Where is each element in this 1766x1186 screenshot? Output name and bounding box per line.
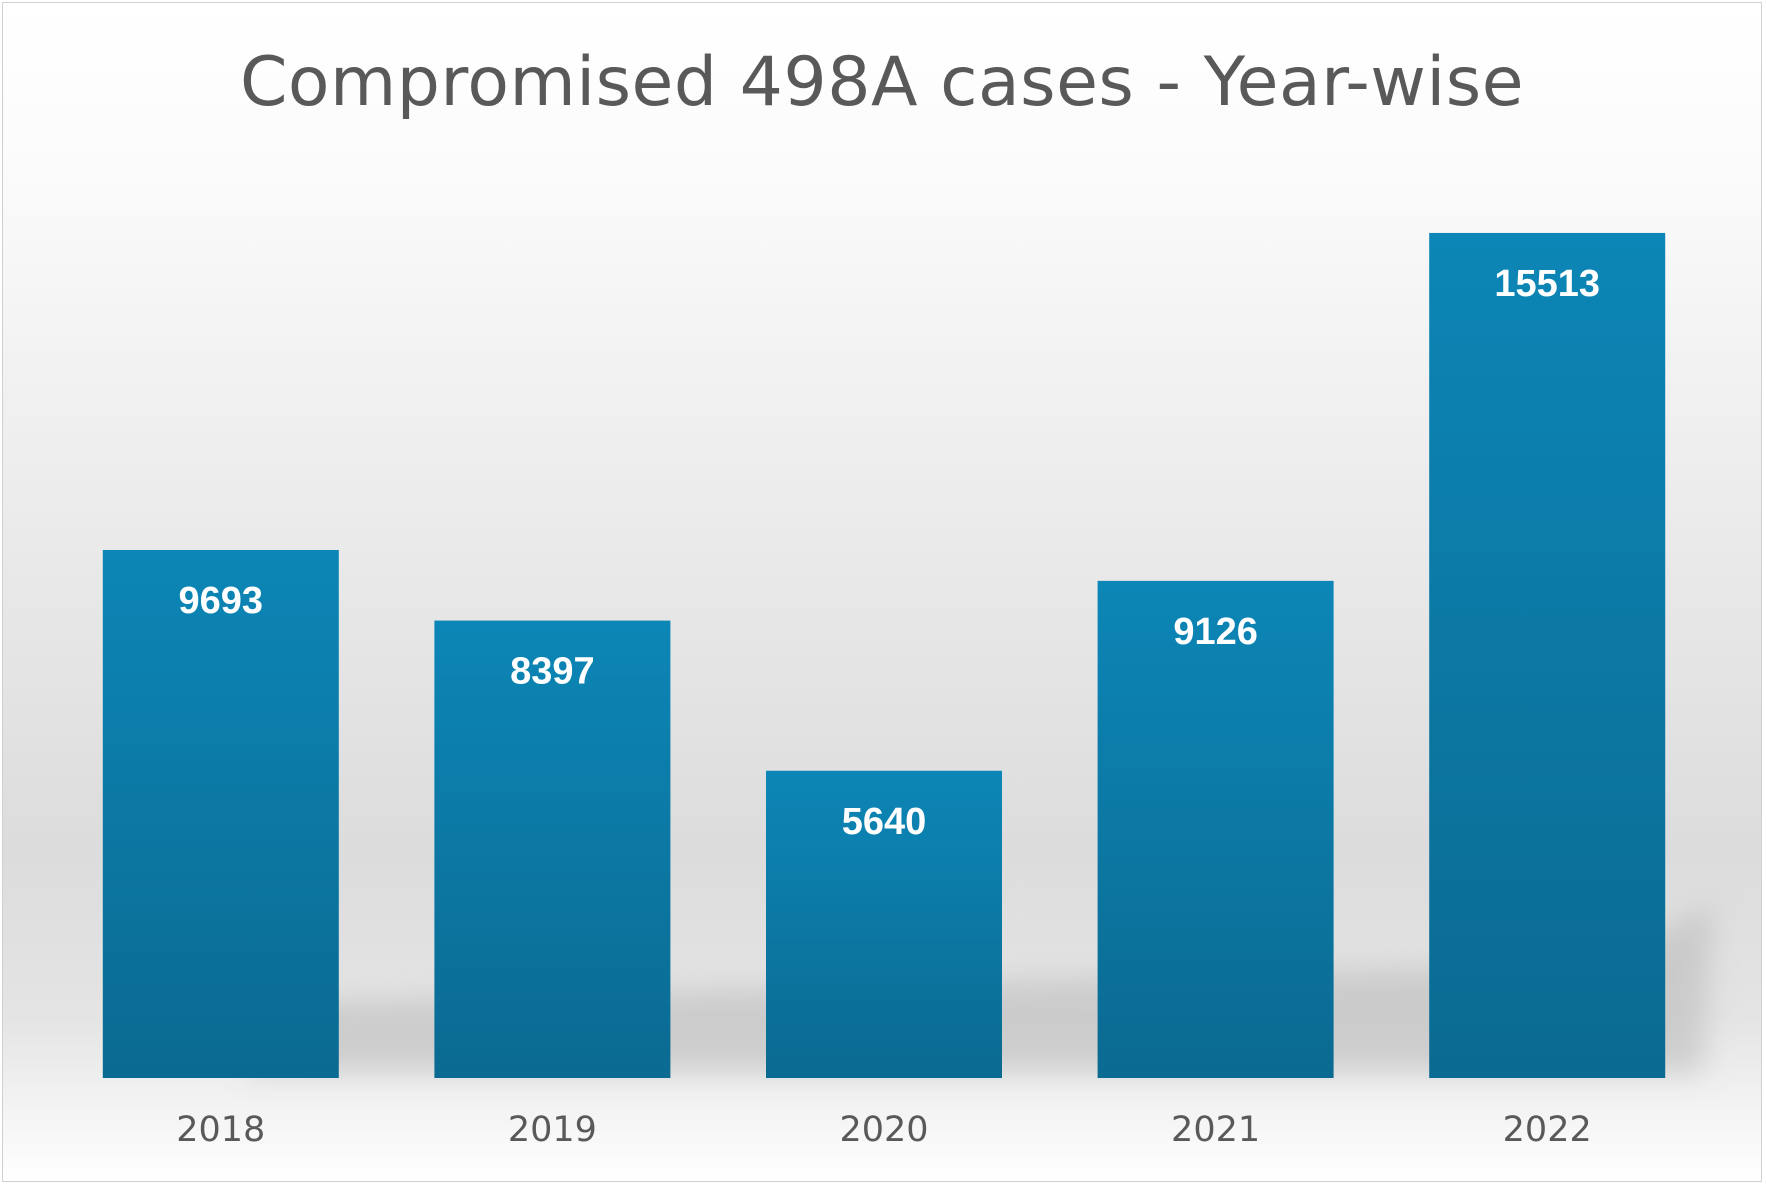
bar-2020 [766,770,1002,1078]
data-label-2022: 15513 [1494,263,1600,305]
chart-title: Compromised 498A cases - Year-wise [239,43,1525,122]
x-tick-label-2019: 2019 [508,1110,597,1150]
bar-2022 [1429,232,1666,1079]
bar-2019 [434,620,671,1078]
x-tick-label-2022: 2022 [1503,1110,1592,1150]
data-label-2020: 5640 [842,801,927,843]
data-label-2018: 9693 [179,580,264,622]
x-tick-label-2020: 2020 [839,1110,928,1150]
x-tick-label-2018: 2018 [176,1110,265,1150]
bar-2018 [102,549,339,1078]
bar-2021 [1097,580,1334,1078]
data-label-2019: 8397 [510,651,595,693]
chart-plot-area: 9693 8397 5640 9126 15513 2018 2019 2020 2021 20… [102,232,1713,1150]
x-tick-label-2021: 2021 [1171,1110,1260,1150]
data-label-2021: 9126 [1173,611,1258,653]
